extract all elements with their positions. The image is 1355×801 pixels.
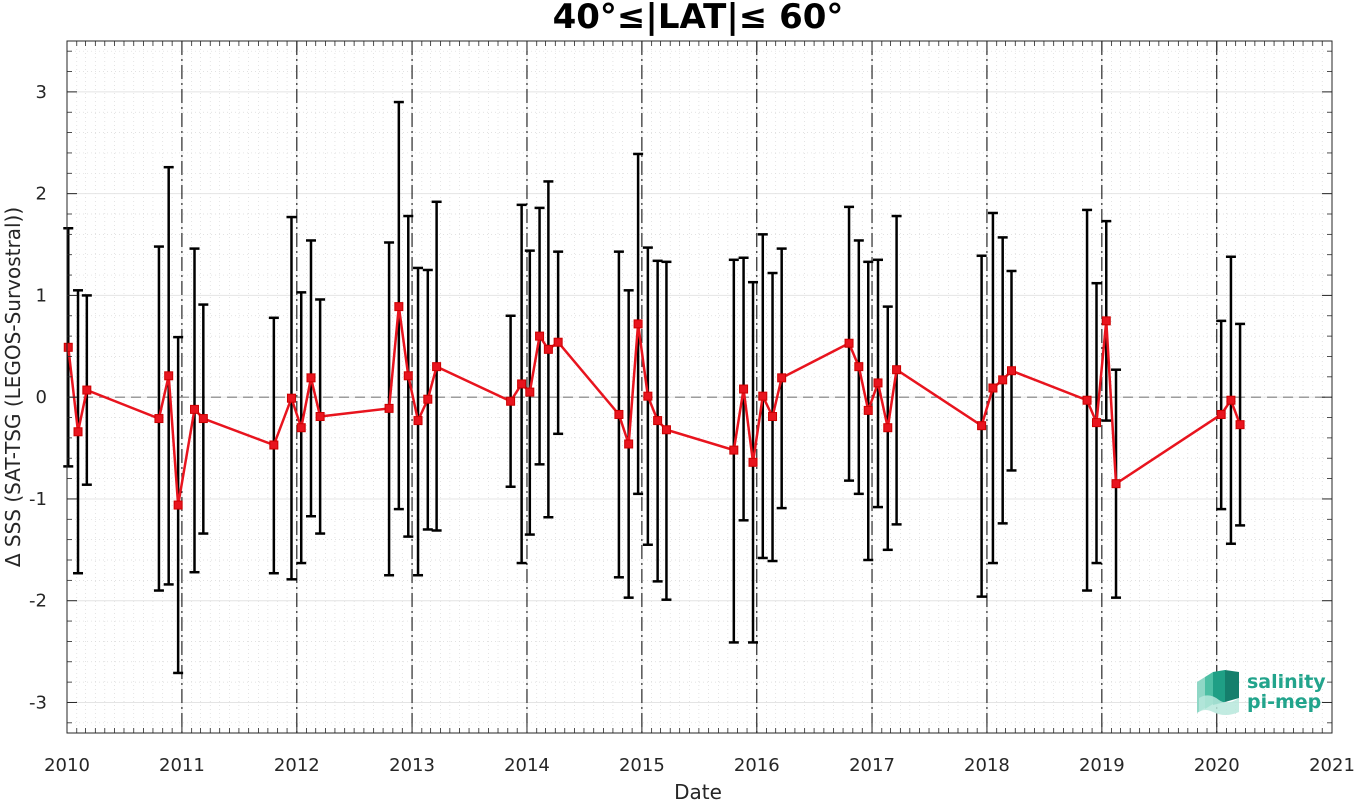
data-point-marker: [661, 425, 671, 435]
data-point-marker: [1216, 409, 1226, 419]
x-tick-label: 2015: [619, 755, 665, 776]
data-point-marker: [1082, 395, 1092, 405]
x-tick-label: 2018: [964, 755, 1010, 776]
data-point-marker: [190, 404, 200, 414]
data-point-marker: [1111, 479, 1121, 489]
data-point-marker: [517, 379, 527, 389]
data-point-marker: [777, 373, 787, 383]
data-point-marker: [729, 445, 739, 455]
data-point-marker: [73, 427, 83, 437]
data-point-marker: [643, 391, 653, 401]
data-point-marker: [873, 378, 883, 388]
x-tick-label: 2020: [1194, 755, 1240, 776]
x-tick-label: 2010: [44, 755, 90, 776]
data-point-marker: [633, 319, 643, 329]
data-point-marker: [1235, 420, 1245, 430]
logo-text-salinity: salinity: [1247, 671, 1326, 693]
data-point-marker: [543, 344, 553, 354]
data-point-marker: [63, 342, 73, 352]
data-point-marker: [315, 412, 325, 422]
data-point-marker: [614, 409, 624, 419]
y-axis-label: Δ SSS (SAT-TSG (LEGOS-Survostral)): [1, 207, 25, 567]
data-point-marker: [423, 394, 433, 404]
data-point-marker: [384, 403, 394, 413]
x-tick-label: 2011: [159, 755, 205, 776]
y-tick-label: -2: [29, 591, 47, 612]
chart-title: 40°≤|LAT|≤ 60°: [553, 0, 844, 37]
x-tick-label: 2016: [734, 755, 780, 776]
data-point-marker: [1092, 418, 1102, 428]
data-point-marker: [768, 412, 778, 422]
data-point-marker: [739, 384, 749, 394]
data-point-marker: [854, 362, 864, 372]
y-tick-label: 2: [36, 184, 47, 205]
data-point-marker: [154, 414, 164, 424]
x-tick-labels: 2010 2011 2012 2013 2014 2015 2016 2017 2018 2019…: [44, 755, 1355, 776]
y-tick-label: 1: [36, 285, 47, 306]
x-tick-label: 2019: [1079, 755, 1125, 776]
data-point-marker: [1006, 366, 1016, 376]
data-point-marker: [164, 371, 174, 381]
data-point-marker: [883, 423, 893, 433]
data-point-marker: [506, 396, 516, 406]
x-tick-label: 2014: [504, 755, 550, 776]
y-tick-label: 3: [36, 82, 47, 103]
data-point-marker: [998, 375, 1008, 385]
data-point-marker: [173, 500, 183, 510]
y-tick-label: -3: [29, 692, 47, 713]
data-point-marker: [748, 457, 758, 467]
data-point-marker: [977, 421, 987, 431]
data-point-marker: [394, 302, 404, 312]
x-tick-label: 2017: [849, 755, 895, 776]
y-tick-label: -1: [29, 489, 47, 510]
axis-ticks: [66, 41, 1333, 733]
data-point-marker: [286, 393, 296, 403]
data-point-marker: [624, 439, 634, 449]
data-point-marker: [269, 440, 279, 450]
y-tick-labels: -3 -2 -1 0 1 2 3: [29, 82, 47, 714]
x-tick-label: 2013: [389, 755, 435, 776]
data-point-marker: [296, 423, 306, 433]
data-point-marker: [1101, 316, 1111, 326]
year-boundary-lines: [181, 41, 1218, 733]
x-tick-label: 2012: [274, 755, 320, 776]
data-point-marker: [653, 416, 663, 426]
data-point-marker: [988, 383, 998, 393]
x-tick-label: 2021: [1309, 755, 1355, 776]
x-axis-label: Date: [674, 780, 722, 801]
logo-text-pimep: pi-mep: [1247, 691, 1321, 713]
data-point-marker: [413, 416, 423, 426]
data-point-marker: [758, 391, 768, 401]
data-point-marker: [892, 365, 902, 375]
salinity-pimep-logo: salinity pi-mep: [1197, 670, 1326, 715]
data-point-marker: [432, 362, 442, 372]
grid: [66, 41, 1333, 733]
data-point-marker: [844, 338, 854, 348]
data-point-marker: [403, 371, 413, 381]
data-point-marker: [535, 331, 545, 341]
data-point-marker: [525, 387, 535, 397]
data-point-marker: [82, 385, 92, 395]
data-point-marker: [198, 414, 208, 424]
data-markers: [63, 302, 1245, 510]
plot-frame: [66, 40, 1333, 734]
logo-mark-icon: [1197, 670, 1239, 715]
data-point-marker: [306, 373, 316, 383]
y-tick-label: 0: [36, 387, 47, 408]
data-point-marker: [863, 405, 873, 415]
data-point-marker: [553, 337, 563, 347]
data-point-marker: [1226, 395, 1236, 405]
